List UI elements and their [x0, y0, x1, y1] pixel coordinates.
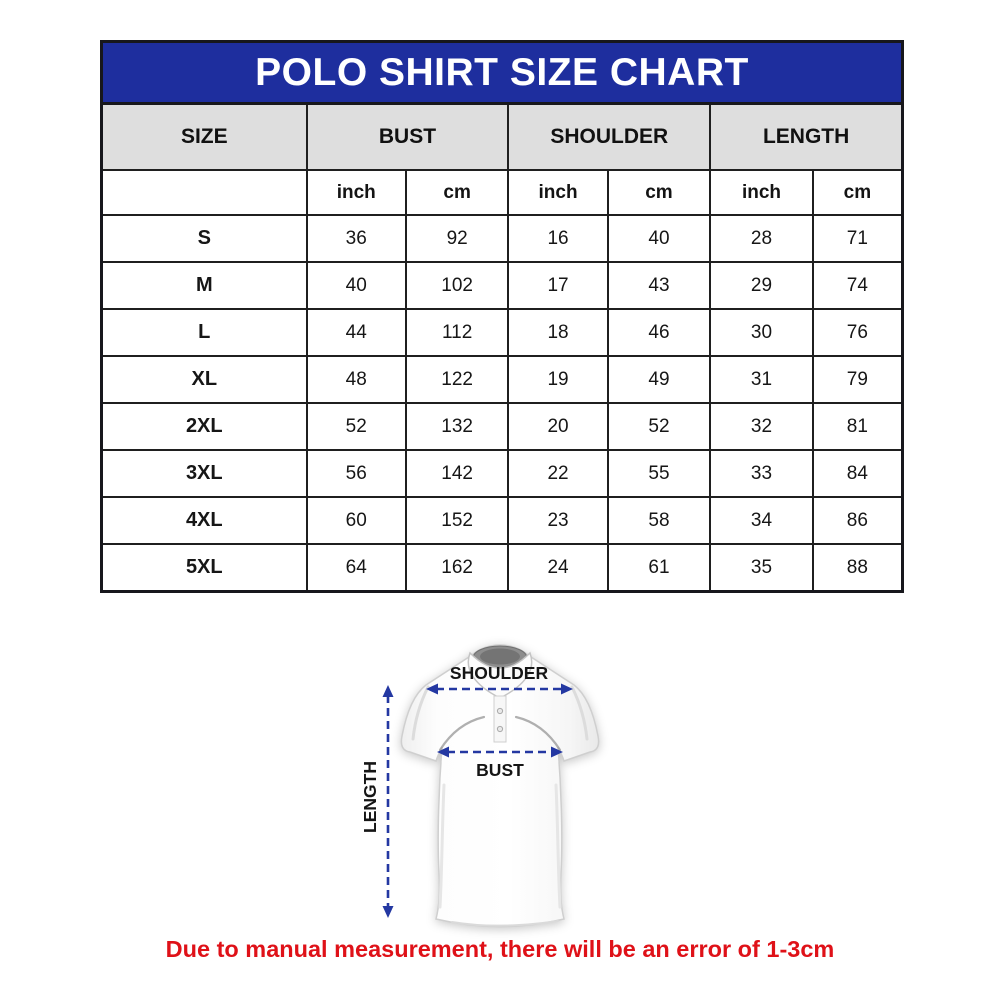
polo-shirt-image: [400, 644, 600, 928]
size-cell: M: [100, 261, 308, 310]
value-cell: 86: [811, 496, 904, 545]
value-cell: 92: [404, 214, 510, 263]
value-cell: 112: [404, 308, 510, 357]
table-row-3xl: 3XL 56 142 22 55 33 84: [100, 449, 904, 498]
size-cell: S: [100, 214, 308, 263]
value-cell: 35: [709, 543, 814, 593]
value-cell: 81: [811, 402, 904, 451]
table-row-5xl: 5XL 64 162 24 61 35 88: [100, 543, 904, 593]
column-header-length: LENGTH: [709, 102, 904, 171]
value-cell: 44: [305, 308, 407, 357]
value-cell: 142: [404, 449, 510, 498]
unit-header: inch: [709, 169, 814, 216]
table-row-4xl: 4XL 60 152 23 58 34 86: [100, 496, 904, 545]
unit-header: inch: [305, 169, 407, 216]
value-cell: 18: [507, 308, 609, 357]
bust-label: BUST: [476, 760, 524, 780]
title-bar: POLO SHIRT SIZE CHART: [100, 40, 904, 105]
value-cell: 16: [507, 214, 609, 263]
group-header-row: SIZE BUST SHOULDER LENGTH: [100, 102, 904, 171]
button: [496, 725, 504, 733]
value-cell: 76: [811, 308, 904, 357]
value-cell: 56: [305, 449, 407, 498]
shoulder-arrow: [426, 683, 573, 695]
value-cell: 40: [305, 261, 407, 310]
unit-header: inch: [507, 169, 609, 216]
unit-header: cm: [404, 169, 510, 216]
value-cell: 34: [709, 496, 814, 545]
value-cell: 28: [709, 214, 814, 263]
unit-header-row: inch cm inch cm inch cm: [100, 169, 904, 216]
length-label: LENGTH: [360, 761, 380, 833]
column-header-shoulder: SHOULDER: [507, 102, 712, 171]
size-chart-panel: POLO SHIRT SIZE CHART SIZE BUST SHOULDER…: [100, 40, 904, 593]
size-cell: 2XL: [100, 402, 308, 451]
value-cell: 33: [709, 449, 814, 498]
value-cell: 102: [404, 261, 510, 310]
table-row-l: L 44 112 18 46 30 76: [100, 308, 904, 357]
value-cell: 23: [507, 496, 609, 545]
table-row-m: M 40 102 17 43 29 74: [100, 261, 904, 310]
value-cell: 79: [811, 355, 904, 404]
value-cell: 122: [404, 355, 510, 404]
value-cell: 36: [305, 214, 407, 263]
shoulder-label: SHOULDER: [450, 663, 549, 683]
size-cell: 5XL: [100, 543, 308, 593]
value-cell: 74: [811, 261, 904, 310]
value-cell: 31: [709, 355, 814, 404]
table-row-xl: XL 48 122 19 49 31 79: [100, 355, 904, 404]
value-cell: 152: [404, 496, 510, 545]
value-cell: 24: [507, 543, 609, 593]
value-cell: 88: [811, 543, 904, 593]
page-title: POLO SHIRT SIZE CHART: [255, 50, 749, 94]
collar: [467, 645, 533, 699]
value-cell: 61: [606, 543, 712, 593]
unit-header-empty: [100, 169, 308, 216]
value-cell: 84: [811, 449, 904, 498]
bust-arrow: [437, 746, 563, 758]
size-cell: 3XL: [100, 449, 308, 498]
column-header-bust: BUST: [305, 102, 510, 171]
size-cell: XL: [100, 355, 308, 404]
value-cell: 32: [709, 402, 814, 451]
value-cell: 64: [305, 543, 407, 593]
value-cell: 46: [606, 308, 712, 357]
unit-header: cm: [606, 169, 712, 216]
value-cell: 71: [811, 214, 904, 263]
value-cell: 162: [404, 543, 510, 593]
placket: [493, 695, 507, 743]
value-cell: 60: [305, 496, 407, 545]
value-cell: 17: [507, 261, 609, 310]
table-row-s: S 36 92 16 40 28 71: [100, 214, 904, 263]
value-cell: 29: [709, 261, 814, 310]
value-cell: 49: [606, 355, 712, 404]
table-row-2xl: 2XL 52 132 20 52 32 81: [100, 402, 904, 451]
size-cell: 4XL: [100, 496, 308, 545]
size-cell: L: [100, 308, 308, 357]
value-cell: 55: [606, 449, 712, 498]
measurement-diagram: SHOULDER BUST LENGTH: [360, 635, 640, 945]
value-cell: 132: [404, 402, 510, 451]
column-header-size: SIZE: [100, 102, 308, 171]
value-cell: 19: [507, 355, 609, 404]
value-cell: 52: [606, 402, 712, 451]
value-cell: 22: [507, 449, 609, 498]
value-cell: 40: [606, 214, 712, 263]
value-cell: 48: [305, 355, 407, 404]
button: [496, 707, 504, 715]
value-cell: 20: [507, 402, 609, 451]
size-chart-table: SIZE BUST SHOULDER LENGTH inch cm inch c…: [100, 102, 904, 593]
value-cell: 52: [305, 402, 407, 451]
value-cell: 43: [606, 261, 712, 310]
value-cell: 30: [709, 308, 814, 357]
value-cell: 58: [606, 496, 712, 545]
unit-header: cm: [811, 169, 904, 216]
measurement-disclaimer: Due to manual measurement, there will be…: [165, 936, 835, 962]
length-arrow: [382, 685, 394, 918]
